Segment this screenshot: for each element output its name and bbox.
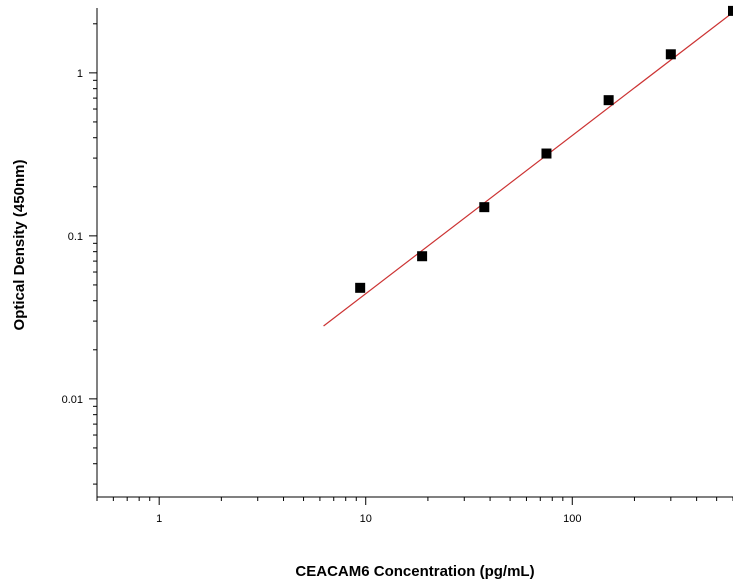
axes (96, 8, 733, 498)
data-point (603, 95, 614, 106)
data-point (728, 5, 733, 16)
x-tick-label: 1 (156, 513, 162, 525)
series (323, 5, 733, 327)
y-tick-label: 1 (77, 68, 83, 80)
ticks (89, 23, 733, 505)
y-tick-label: 0.01 (62, 394, 83, 406)
data-point (665, 49, 676, 60)
x-tick-label: 10 (360, 513, 372, 525)
x-axis-title: CEACAM6 Concentration (pg/mL) (295, 563, 534, 580)
x-tick-label: 100 (563, 513, 581, 525)
y-tick-label: 0.1 (68, 231, 83, 243)
data-point (479, 202, 490, 213)
tick-labels: 1 10 100 0.01 0.1 1 (62, 68, 582, 525)
data-point (355, 282, 366, 293)
fit-line (323, 11, 733, 327)
data-point (417, 251, 428, 262)
y-axis-title: Optical Density (450nm) (11, 160, 28, 331)
data-point (541, 148, 552, 159)
